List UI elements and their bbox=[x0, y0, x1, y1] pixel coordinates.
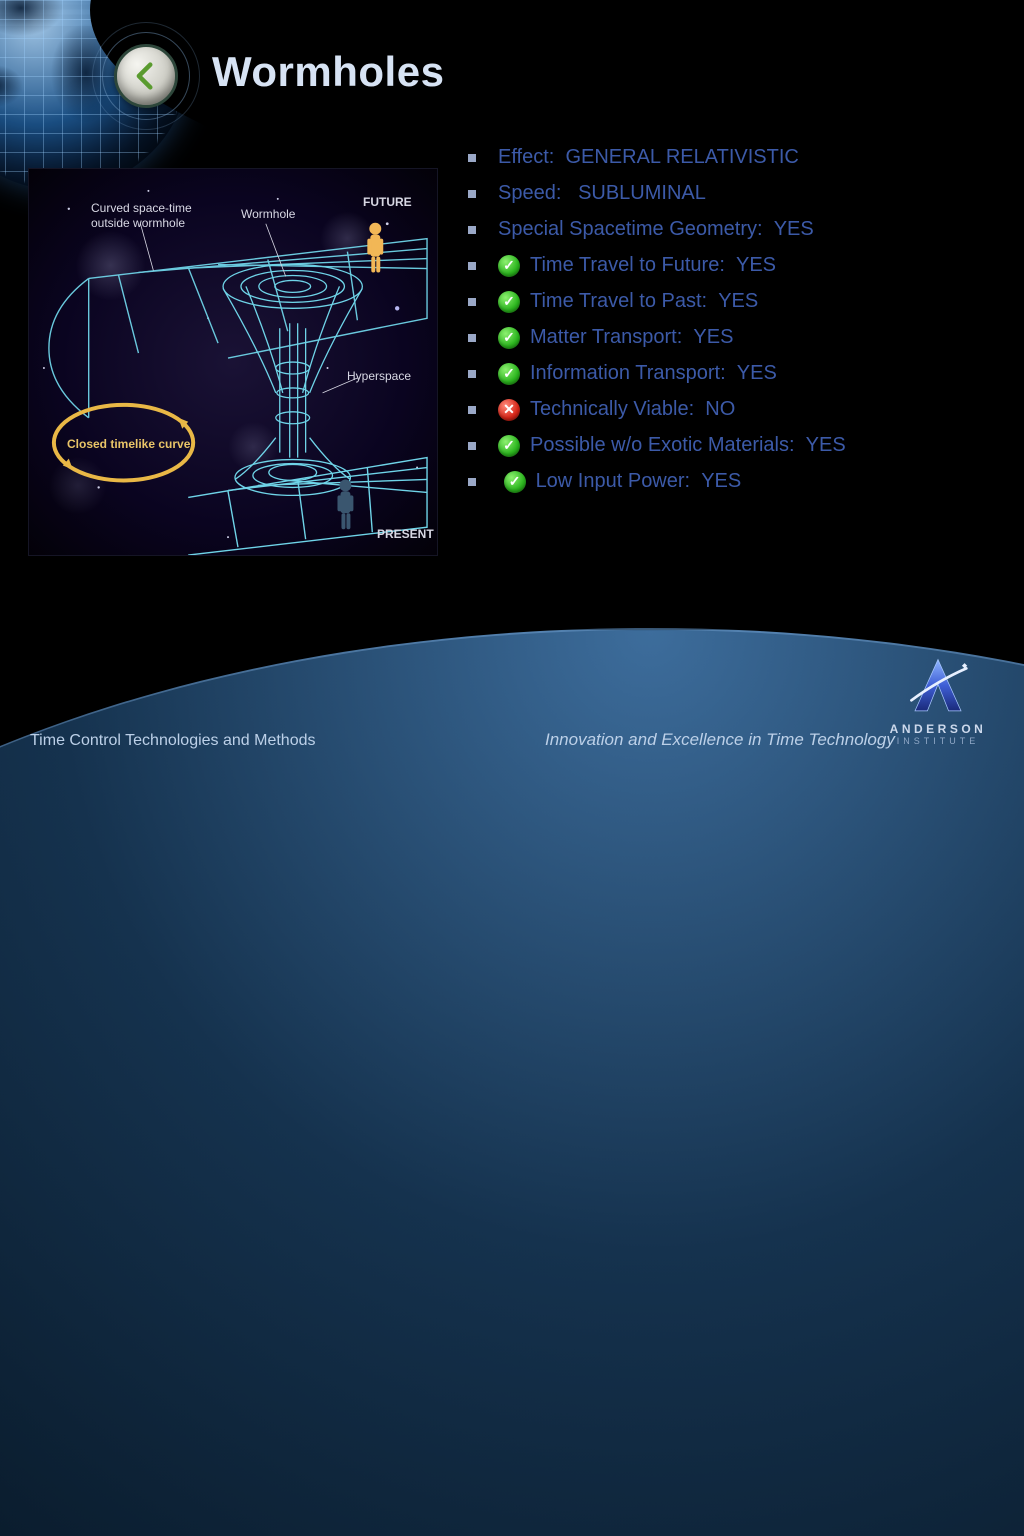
property-row: ✓ Time Travel to Future: YES bbox=[468, 254, 1008, 277]
bullet-icon bbox=[468, 298, 476, 306]
property-label: Technically Viable: bbox=[530, 398, 694, 421]
property-row: Special Spacetime Geometry: YES bbox=[468, 218, 1008, 241]
logo-line2: INSTITUTE bbox=[878, 736, 998, 746]
property-value: SUBLUMINAL bbox=[578, 182, 706, 205]
brand-logo: ANDERSON INSTITUTE bbox=[878, 656, 998, 746]
bullet-icon bbox=[468, 190, 476, 198]
check-icon: ✓ bbox=[498, 435, 520, 457]
property-label: Time Travel to Past: bbox=[530, 290, 707, 313]
diagram-label-hyperspace: Hyperspace bbox=[347, 369, 411, 384]
bullet-icon bbox=[468, 370, 476, 378]
check-icon: ✓ bbox=[498, 327, 520, 349]
wormhole-diagram: Curved space-timeoutside wormhole Wormho… bbox=[28, 168, 438, 556]
check-icon: ✓ bbox=[504, 471, 526, 493]
check-icon: ✓ bbox=[498, 363, 520, 385]
bullet-icon bbox=[468, 262, 476, 270]
property-value: YES bbox=[774, 218, 814, 241]
check-icon: ✓ bbox=[498, 255, 520, 277]
chevron-left-icon bbox=[129, 59, 163, 93]
property-row: ✓ Information Transport: YES bbox=[468, 362, 1008, 385]
bullet-icon bbox=[468, 226, 476, 234]
property-label: Low Input Power: bbox=[536, 470, 691, 493]
property-label: Time Travel to Future: bbox=[530, 254, 725, 277]
property-label: Effect: bbox=[498, 146, 554, 169]
property-label: Speed: bbox=[498, 182, 561, 205]
bullet-icon bbox=[468, 154, 476, 162]
logo-line1: ANDERSON bbox=[878, 722, 998, 736]
property-value: YES bbox=[736, 254, 776, 277]
diagram-label-loop: Closed timelike curve bbox=[67, 437, 190, 451]
page-title: Wormholes bbox=[212, 48, 444, 96]
property-value: YES bbox=[737, 362, 777, 385]
footer-right-text: Innovation and Excellence in Time Techno… bbox=[545, 730, 895, 750]
footer-left-text: Time Control Technologies and Methods bbox=[30, 732, 316, 750]
properties-list: Effect: GENERAL RELATIVISTIC Speed: SUBL… bbox=[468, 146, 1008, 506]
property-value: NO bbox=[705, 398, 735, 421]
property-value: YES bbox=[701, 470, 741, 493]
diagram-label-curved: Curved space-timeoutside wormhole bbox=[91, 201, 192, 231]
property-row: ✓ Low Input Power: YES bbox=[468, 470, 1008, 493]
cross-icon: ✕ bbox=[498, 399, 520, 421]
property-row: Effect: GENERAL RELATIVISTIC bbox=[468, 146, 1008, 169]
property-row: Speed: SUBLUMINAL bbox=[468, 182, 1008, 205]
property-value: YES bbox=[718, 290, 758, 313]
property-row: ✓ Possible w/o Exotic Materials: YES bbox=[468, 434, 1008, 457]
property-value: YES bbox=[693, 326, 733, 349]
logo-a-icon bbox=[902, 656, 974, 718]
bullet-icon bbox=[468, 442, 476, 450]
property-value: YES bbox=[806, 434, 846, 457]
diagram-label-future: FUTURE bbox=[363, 195, 412, 210]
bullet-icon bbox=[468, 478, 476, 486]
property-row: ✓ Matter Transport: YES bbox=[468, 326, 1008, 349]
property-row: ✕ Technically Viable: NO bbox=[468, 398, 1008, 421]
property-label: Matter Transport: bbox=[530, 326, 682, 349]
bullet-icon bbox=[468, 334, 476, 342]
diagram-label-present: PRESENT bbox=[377, 527, 434, 542]
property-label: Special Spacetime Geometry: bbox=[498, 218, 763, 241]
back-button[interactable] bbox=[114, 44, 178, 108]
property-value: GENERAL RELATIVISTIC bbox=[565, 146, 798, 169]
check-icon: ✓ bbox=[498, 291, 520, 313]
property-label: Information Transport: bbox=[530, 362, 726, 385]
bullet-icon bbox=[468, 406, 476, 414]
bottom-swoosh bbox=[0, 628, 1024, 1536]
property-label: Possible w/o Exotic Materials: bbox=[530, 434, 795, 457]
property-row: ✓ Time Travel to Past: YES bbox=[468, 290, 1008, 313]
diagram-label-wormhole: Wormhole bbox=[241, 207, 295, 222]
